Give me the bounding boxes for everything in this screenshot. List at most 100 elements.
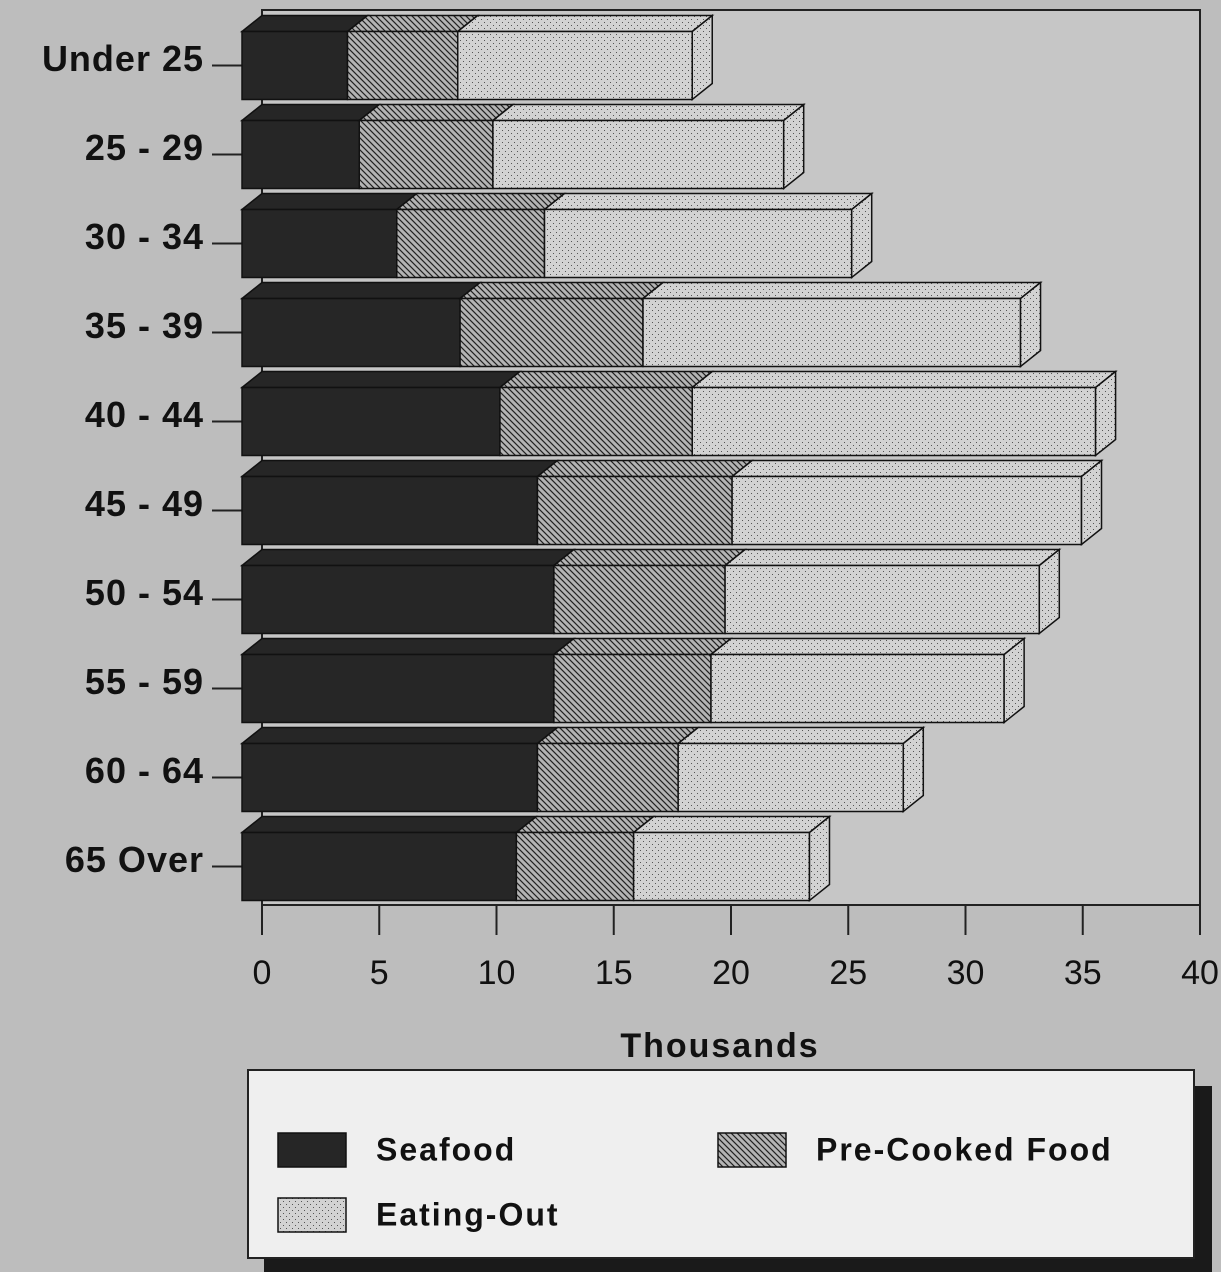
x-tick-label: 0	[253, 954, 272, 992]
bar-top	[676, 726, 926, 745]
bar-top	[455, 14, 715, 33]
bar-front	[456, 30, 693, 101]
y-tick-label: 60 - 64	[85, 750, 204, 791]
bar-segment	[345, 14, 480, 101]
legend-swatch	[277, 1197, 347, 1233]
bar-segment	[497, 370, 715, 457]
bar-top	[551, 548, 748, 567]
bar-front	[632, 831, 811, 902]
bar-side	[782, 102, 805, 191]
bar-front	[731, 475, 1083, 546]
bar-front	[241, 208, 398, 279]
bar-segment	[708, 636, 1027, 725]
bar-side	[902, 725, 925, 814]
bar-top	[357, 103, 516, 122]
bar-top	[239, 637, 577, 656]
bar-front	[677, 742, 905, 813]
bar-segment	[551, 548, 748, 635]
bar-top	[708, 637, 1027, 656]
y-tick-label: 35 - 39	[85, 305, 204, 346]
legend-swatch	[717, 1132, 787, 1168]
bar-front	[543, 208, 853, 279]
bar-segment	[239, 726, 560, 813]
bar-top	[239, 103, 382, 122]
bar-segment	[239, 370, 523, 457]
bar-front	[241, 475, 539, 546]
bar-front	[691, 386, 1097, 457]
bar-front	[492, 119, 785, 190]
bar-side	[1094, 369, 1117, 458]
bar-top	[239, 459, 560, 478]
x-tick-label: 35	[1064, 954, 1102, 992]
x-tick-label: 20	[712, 954, 750, 992]
bar-segment	[690, 369, 1118, 458]
bar-front	[241, 564, 555, 635]
bar-side	[691, 13, 713, 102]
bar-front	[536, 742, 679, 813]
legend-label: Seafood	[376, 1131, 516, 1167]
y-tick-label: 45 - 49	[85, 483, 204, 524]
bar-side	[1038, 547, 1061, 636]
bar-segment	[239, 192, 419, 279]
bar-front	[241, 831, 518, 902]
bar-front	[724, 564, 1041, 635]
bar-side	[850, 191, 873, 280]
bar-front	[499, 386, 693, 457]
bar-top	[345, 14, 480, 33]
bar-segment	[535, 459, 755, 546]
bar-segment	[239, 281, 483, 368]
bar-front	[515, 831, 635, 902]
bar-top	[239, 548, 577, 567]
bar-top	[239, 726, 560, 745]
bar-segment	[239, 548, 577, 635]
y-tick-label: 30 - 34	[85, 216, 204, 257]
bar-top	[457, 281, 666, 300]
bar-segment	[514, 815, 656, 902]
y-tick-label: 50 - 54	[85, 572, 204, 613]
bar-front	[396, 208, 546, 279]
bar-top	[535, 459, 755, 478]
x-tick-label: 5	[370, 954, 389, 992]
bar-front	[553, 653, 712, 724]
bar-top	[631, 815, 832, 834]
bar-segment	[676, 725, 926, 814]
bar-segment	[457, 281, 666, 368]
bar-side	[1080, 458, 1103, 547]
bar-front	[241, 30, 349, 101]
bar-top	[640, 281, 1043, 300]
legend-swatch	[277, 1132, 347, 1168]
bar-top	[497, 370, 715, 389]
x-tick-label: 30	[947, 954, 985, 992]
x-axis-label: Thousands	[620, 1027, 819, 1065]
bar-front	[241, 119, 360, 190]
bar-segment	[640, 280, 1043, 369]
bar-front	[459, 297, 644, 368]
y-tick-label: 55 - 59	[85, 661, 204, 702]
x-tick-label: 25	[829, 954, 867, 992]
legend-label: Eating-Out	[376, 1196, 560, 1232]
bar-segment	[722, 547, 1062, 636]
bar-segment	[729, 458, 1104, 547]
bar-front	[241, 653, 555, 724]
bar-segment	[357, 103, 516, 190]
bar-side	[808, 814, 831, 903]
x-tick-label: 10	[478, 954, 516, 992]
x-tick-label: 40	[1181, 954, 1219, 992]
bar-top	[535, 726, 701, 745]
y-tick-label: 65 Over	[65, 839, 204, 880]
bar-segment	[239, 459, 560, 546]
bar-top	[239, 815, 539, 834]
bar-segment	[631, 814, 832, 903]
bar-side	[1019, 280, 1042, 369]
bar-segment	[239, 103, 382, 190]
bar-top	[239, 192, 419, 211]
bar-segment	[455, 13, 715, 102]
legend-label: Pre-Cooked Food	[816, 1131, 1113, 1167]
y-tick-label: Under 25	[42, 38, 204, 79]
bar-segment	[394, 192, 567, 279]
bar-front	[358, 119, 494, 190]
bar-front	[536, 475, 733, 546]
bar-segment	[535, 726, 701, 813]
bar-front	[553, 564, 726, 635]
